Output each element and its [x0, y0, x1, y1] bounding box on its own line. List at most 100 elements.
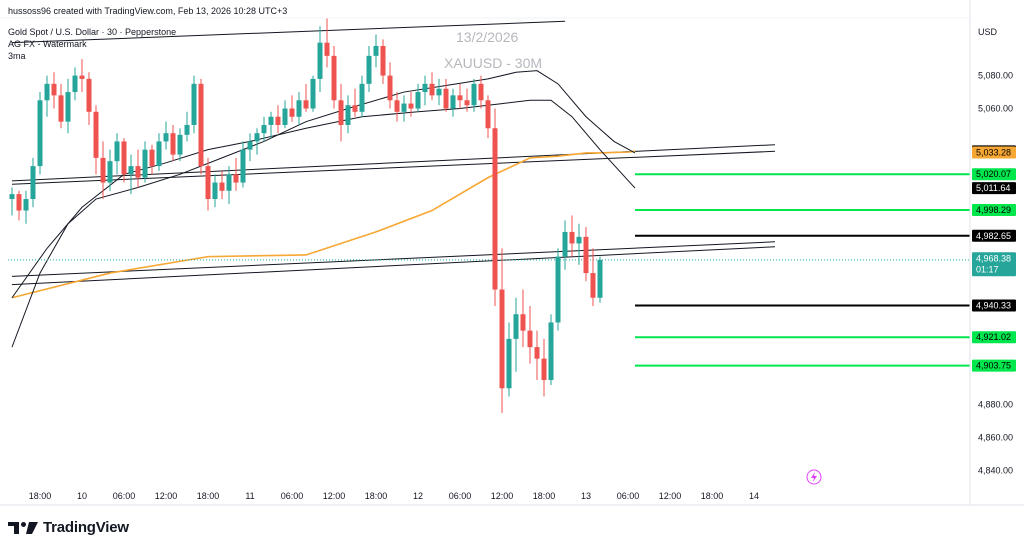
candle-body: [338, 100, 344, 125]
x-tick-label: 06:00: [281, 491, 304, 501]
y-tick-label: 5,080.00: [978, 71, 1013, 81]
candle-body: [191, 83, 197, 125]
candle-body: [16, 194, 22, 211]
tradingview-logo: TradingView: [8, 519, 129, 536]
candle-body: [93, 111, 99, 158]
price-label-text: 4,998.29: [976, 205, 1011, 215]
candle-body: [72, 75, 78, 93]
candle-body: [499, 289, 505, 389]
candle-body: [471, 83, 477, 106]
x-tick-label: 06:00: [113, 491, 136, 501]
price-labels-layer: 5,033.955,033.285,020.075,011.644,998.29…: [972, 145, 1016, 372]
x-tick-label: 13: [581, 491, 591, 501]
candle-body: [79, 75, 85, 79]
lightning-icon[interactable]: [806, 469, 822, 485]
price-label-box: [972, 359, 1016, 372]
candle-body: [219, 182, 225, 191]
candle-body: [485, 100, 491, 129]
price-label-text: 4,921.02: [976, 332, 1011, 342]
price-label-text: 5,020.07: [976, 169, 1011, 179]
brand-name: TradingView: [43, 519, 129, 536]
candle-body: [373, 45, 379, 56]
candle-body: [289, 108, 295, 117]
candle-body: [170, 133, 176, 155]
x-tick-label: 18:00: [197, 491, 220, 501]
creator-line: hussoss96 created with TradingView.com, …: [8, 6, 288, 16]
price-label-text: 4,903.75: [976, 361, 1011, 371]
price-label-box: [972, 204, 1016, 217]
candle-body: [296, 100, 302, 117]
candle-body: [226, 174, 232, 191]
candle-body: [436, 88, 442, 96]
price-label-box: [972, 146, 1016, 159]
candle-body: [422, 83, 428, 93]
candle-body: [240, 149, 246, 183]
candle-body: [261, 124, 267, 134]
candle-body: [114, 141, 120, 162]
y-tick-label: 4,840.00: [978, 466, 1013, 476]
x-tick-label: 18:00: [533, 491, 556, 501]
price-label-box: [972, 182, 1016, 195]
x-tick-label: 12: [413, 491, 423, 501]
x-tick-label: 18:00: [365, 491, 388, 501]
price-label-box: [972, 168, 1016, 181]
candle-body: [44, 83, 50, 101]
candle-body: [65, 92, 71, 122]
indicator-3ma[interactable]: 3ma: [8, 51, 26, 61]
price-label-box: [972, 252, 1016, 277]
candle-body: [317, 42, 323, 79]
y-tick-label: 4,880.00: [978, 400, 1013, 410]
price-label-text: 4,940.33: [976, 300, 1011, 310]
candle-body: [555, 256, 561, 323]
candle-body: [359, 83, 365, 112]
candle-body: [268, 116, 274, 125]
ma-series-line: [11, 150, 636, 299]
symbol-line[interactable]: Gold Spot / U.S. Dollar · 30 · Peppersto…: [8, 27, 177, 37]
price-label-text: 5,011.64: [976, 183, 1010, 193]
x-tick-label: 12:00: [155, 491, 178, 501]
candle-body: [576, 236, 582, 244]
price-label-text: 4,982.65: [976, 231, 1011, 241]
indicator-watermark[interactable]: AG FX - Watermark: [8, 39, 87, 49]
trendline: [11, 150, 776, 185]
candle-body: [37, 100, 43, 167]
x-tick-label: 06:00: [449, 491, 472, 501]
candle-body: [401, 103, 407, 112]
candle-body: [163, 133, 169, 142]
y-tick-label: 5,060.00: [978, 104, 1013, 114]
price-label-box: [972, 331, 1016, 344]
candle-body: [352, 105, 358, 112]
candle-body: [205, 166, 211, 200]
y-tick-label: 4,860.00: [978, 433, 1013, 443]
candle-body: [387, 75, 393, 101]
x-tick-label: 12:00: [659, 491, 682, 501]
candle-body: [135, 166, 141, 178]
price-label-box: [972, 229, 1016, 242]
ma-series-line: [11, 99, 636, 299]
candle-body: [100, 157, 106, 183]
candle-body: [597, 259, 603, 298]
candle-body: [121, 141, 127, 175]
candle-body: [282, 108, 288, 125]
currency-selector[interactable]: USD: [978, 27, 998, 37]
candle-body: [527, 330, 533, 348]
ma-series-line: [11, 70, 636, 348]
candle-body: [142, 149, 148, 178]
candle-body: [275, 116, 281, 125]
x-tick-label: 06:00: [617, 491, 640, 501]
candle-body: [247, 141, 253, 150]
candle-body: [51, 83, 57, 96]
candle-body: [128, 166, 134, 175]
countdown-label: 01:17: [976, 264, 999, 274]
candle-body: [520, 314, 526, 331]
candle-body: [450, 95, 456, 109]
candle-body: [548, 322, 554, 381]
candle-body: [506, 338, 512, 389]
trendline: [11, 20, 566, 44]
candle-body: [324, 42, 330, 56]
candle-body: [310, 78, 316, 109]
candle-body: [443, 88, 449, 109]
x-tick-label: 11: [245, 491, 254, 501]
